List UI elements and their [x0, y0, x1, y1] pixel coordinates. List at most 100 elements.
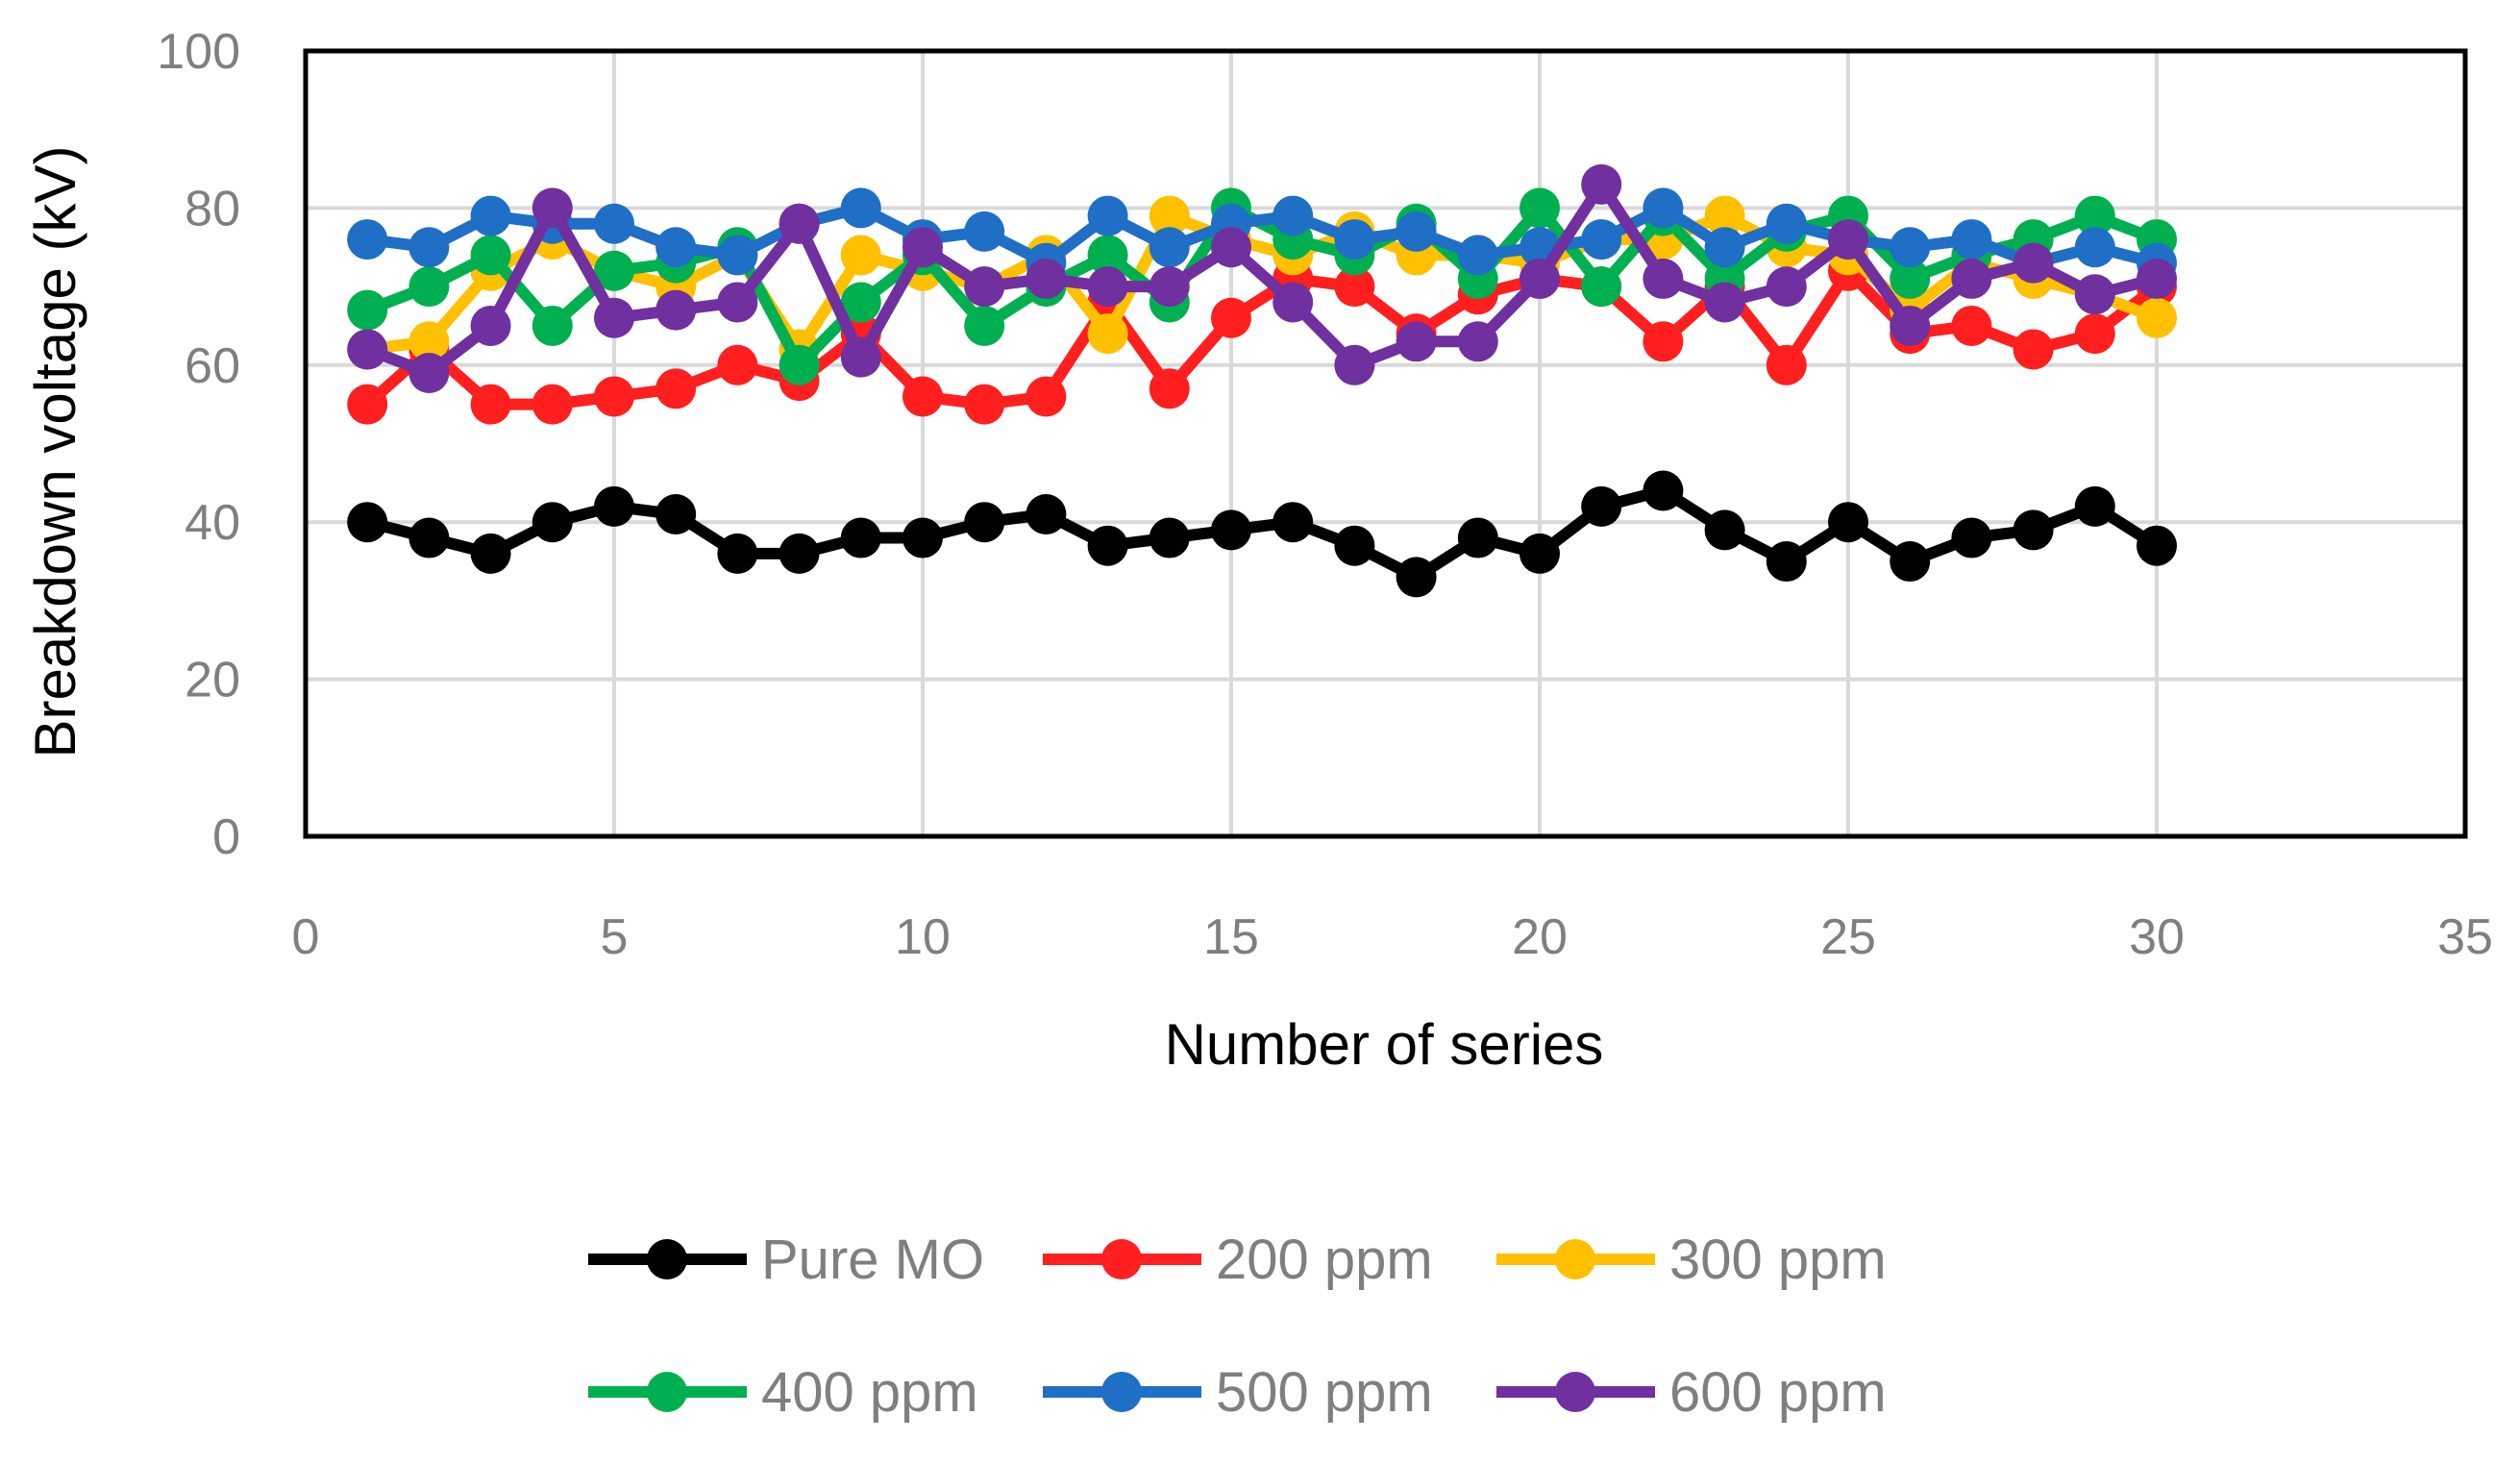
- data-point-200-ppm: [655, 368, 697, 410]
- data-point-600-ppm: [408, 352, 450, 393]
- data-point-pure-mo: [347, 502, 388, 543]
- data-point-pure-mo: [1828, 502, 1868, 543]
- data-point-400-ppm: [964, 305, 1005, 346]
- legend-label: Pure MO: [761, 1229, 984, 1291]
- data-point-200-ppm: [717, 344, 758, 385]
- y-tick-label: 60: [185, 338, 240, 394]
- data-point-500-ppm: [1087, 195, 1128, 236]
- data-point-200-ppm: [902, 376, 943, 417]
- data-point-400-ppm: [347, 289, 388, 331]
- data-point-pure-mo: [2013, 509, 2054, 551]
- data-point-500-ppm: [1457, 235, 1498, 276]
- data-point-600-ppm: [1334, 344, 1375, 385]
- x-tick-labels: 0 5 10 15 20 25 30 35: [292, 909, 2493, 965]
- data-point-500-ppm: [717, 235, 758, 276]
- data-point-pure-mo: [1087, 525, 1128, 566]
- data-point-500-ppm: [1766, 203, 1807, 244]
- data-point-600-ppm: [840, 336, 881, 378]
- data-point-500-ppm: [1581, 219, 1622, 261]
- data-point-200-ppm: [1951, 305, 1992, 346]
- data-point-pure-mo: [2137, 525, 2177, 566]
- data-point-600-ppm: [902, 227, 943, 268]
- data-point-500-ppm: [655, 227, 697, 268]
- legend-swatch-marker: [647, 1239, 687, 1279]
- data-point-pure-mo: [470, 533, 511, 574]
- data-point-200-ppm: [594, 376, 634, 417]
- legend-item-pure-mo: Pure MO: [588, 1229, 984, 1291]
- data-point-pure-mo: [1457, 517, 1498, 559]
- data-point-pure-mo: [1211, 509, 1251, 551]
- data-point-600-ppm: [1890, 305, 1931, 346]
- data-point-600-ppm: [1581, 163, 1622, 205]
- data-point-400-ppm: [2074, 195, 2115, 236]
- data-point-600-ppm: [1519, 258, 1560, 299]
- legend-swatch-marker: [1101, 1372, 1142, 1412]
- legend-label: 600 ppm: [1669, 1361, 1887, 1424]
- gridlines: [306, 51, 2465, 836]
- data-point-600-ppm: [470, 305, 511, 346]
- data-point-200-ppm: [2013, 329, 2054, 370]
- data-point-600-ppm: [1025, 258, 1067, 299]
- data-point-pure-mo: [902, 517, 943, 559]
- data-point-pure-mo: [531, 502, 573, 543]
- x-tick-label: 10: [895, 909, 951, 965]
- data-point-pure-mo: [1025, 494, 1067, 535]
- legend-item-500-ppm: 500 ppm: [1043, 1361, 1433, 1424]
- data-point-400-ppm: [1087, 235, 1128, 276]
- x-tick-label: 30: [2129, 909, 2185, 965]
- x-tick-label: 35: [2437, 909, 2493, 965]
- data-point-pure-mo: [1766, 541, 1807, 583]
- data-point-pure-mo: [1643, 470, 1684, 511]
- data-point-300-ppm: [840, 235, 881, 276]
- x-tick-label: 0: [292, 909, 320, 965]
- legend-swatch-marker: [1101, 1239, 1142, 1279]
- data-point-200-ppm: [964, 384, 1005, 425]
- data-point-400-ppm: [594, 250, 634, 291]
- data-point-pure-mo: [1396, 557, 1437, 598]
- data-point-600-ppm: [1149, 266, 1190, 308]
- data-point-600-ppm: [594, 297, 634, 338]
- y-tick-label: 100: [157, 24, 240, 80]
- data-point-600-ppm: [1643, 258, 1684, 299]
- data-point-500-ppm: [594, 203, 634, 244]
- data-point-600-ppm: [717, 282, 758, 323]
- y-tick-label: 0: [212, 809, 240, 865]
- data-point-500-ppm: [964, 211, 1005, 252]
- x-tick-label: 20: [1512, 909, 1568, 965]
- data-point-pure-mo: [1704, 509, 1745, 551]
- data-point-pure-mo: [1581, 485, 1622, 527]
- data-point-600-ppm: [1766, 266, 1807, 308]
- data-point-300-ppm: [2137, 297, 2177, 338]
- data-point-500-ppm: [470, 195, 511, 236]
- data-point-600-ppm: [655, 289, 697, 331]
- plot-area-frame: [303, 48, 2468, 839]
- data-point-500-ppm: [1396, 211, 1437, 252]
- data-point-pure-mo: [1519, 533, 1560, 574]
- data-point-500-ppm: [1272, 195, 1314, 236]
- data-point-600-ppm: [1211, 227, 1251, 268]
- data-point-400-ppm: [470, 235, 511, 276]
- legend-label: 300 ppm: [1669, 1229, 1887, 1291]
- data-point-pure-mo: [655, 494, 697, 535]
- data-point-200-ppm: [1025, 376, 1067, 417]
- data-point-200-ppm: [470, 384, 511, 425]
- data-point-500-ppm: [1951, 219, 1992, 261]
- data-point-200-ppm: [531, 384, 573, 425]
- data-point-pure-mo: [1149, 517, 1190, 559]
- data-point-pure-mo: [964, 502, 1005, 543]
- data-point-600-ppm: [1087, 266, 1128, 308]
- data-point-pure-mo: [408, 517, 450, 559]
- data-point-600-ppm: [531, 187, 573, 229]
- data-point-500-ppm: [1890, 227, 1931, 268]
- data-point-600-ppm: [1951, 258, 1992, 299]
- data-point-300-ppm: [1704, 195, 1745, 236]
- series-600-ppm: [347, 163, 2177, 393]
- data-point-pure-mo: [778, 533, 820, 574]
- data-point-300-ppm: [1149, 195, 1190, 236]
- data-point-pure-mo: [1272, 502, 1314, 543]
- series-layer: [347, 163, 2177, 598]
- legend-item-300-ppm: 300 ppm: [1496, 1229, 1887, 1291]
- data-point-500-ppm: [2074, 227, 2115, 268]
- data-point-600-ppm: [1704, 282, 1745, 323]
